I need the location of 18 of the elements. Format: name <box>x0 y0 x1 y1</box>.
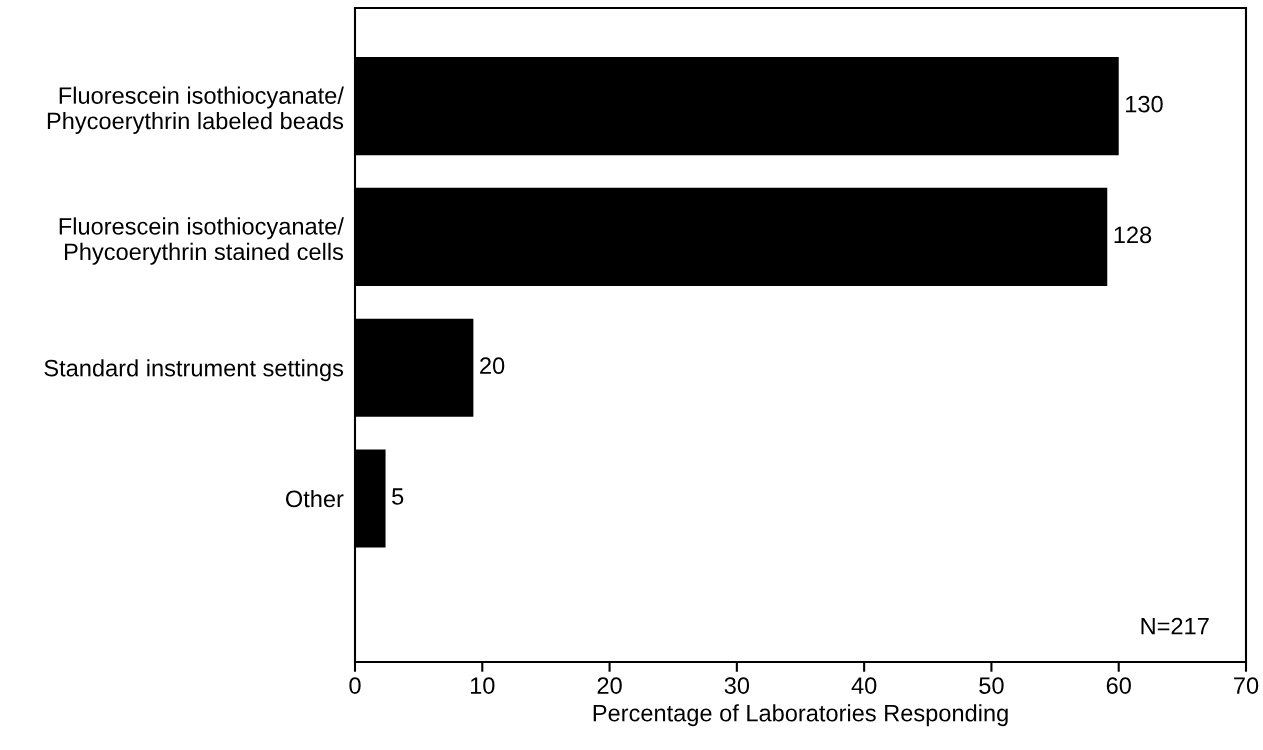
x-tick-label: 50 <box>979 677 1004 694</box>
x-tick-label: 10 <box>470 677 495 694</box>
y-tick-label: Fluorescein isothiocyanate/ Phycoerythrin labeled beads <box>47 86 344 134</box>
annotation: 5 <box>392 488 404 505</box>
x-tick-label: 20 <box>597 677 622 694</box>
x-tick-label: 60 <box>1106 677 1131 694</box>
annotation: 130 <box>1126 95 1163 113</box>
x-axis-title: Percentage of Laboratories Responding <box>593 704 1008 727</box>
x-tick-label: 0 <box>349 677 361 694</box>
annotation: N=217 <box>1141 617 1209 635</box>
x-tick-label: 30 <box>724 677 750 694</box>
annotation: 128 <box>1114 226 1152 244</box>
x-tick-label: 70 <box>1234 677 1259 694</box>
y-tick-label: Standard instrument settings <box>44 359 344 382</box>
x-tick-label: 40 <box>851 677 877 694</box>
y-tick-label: Other <box>285 489 344 508</box>
annotation: 20 <box>480 357 505 375</box>
y-tick-label: Fluorescein isothiocyanate/ Phycoerythrin stained cells <box>59 217 344 265</box>
